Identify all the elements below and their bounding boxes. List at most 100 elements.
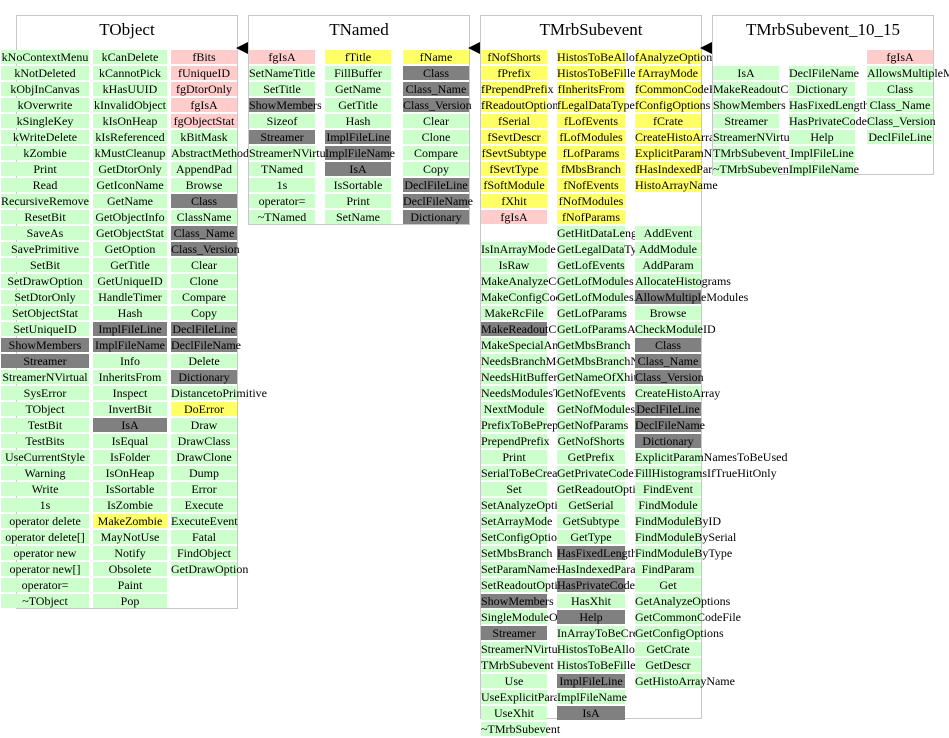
member-cell: GetLofEvents xyxy=(557,258,625,272)
member-cell: Error xyxy=(171,482,237,496)
member-cell: SetMbsBranch xyxy=(481,546,553,560)
member-cell: ~TObject xyxy=(1,594,89,608)
member-cell: Class_Name xyxy=(403,82,469,96)
member-cell: IsZombie xyxy=(93,498,167,512)
member-cell: Warning xyxy=(1,466,89,480)
member-cell: MayNotUse xyxy=(93,530,167,544)
member-cell xyxy=(635,194,701,208)
member-cell: SysError xyxy=(1,386,89,400)
member-cell: operator= xyxy=(1,578,89,592)
member-cell: FindModuleByID xyxy=(635,514,722,528)
member-cell: GetObjectStat xyxy=(93,226,167,240)
column: kCanDelete kCannotPick kHasUUID kInvalidObj… xyxy=(93,50,167,610)
member-cell: SetDrawOption xyxy=(1,274,89,288)
column: fName Class Class_Name Class_Version Clear Cl… xyxy=(403,50,473,226)
member-cell: Obsolete xyxy=(93,562,167,576)
column: fNofShorts fPrefix fPrependPrefix fReadoutO… xyxy=(481,50,623,738)
member-cell: Fatal xyxy=(171,530,237,544)
member-cell: Copy xyxy=(403,162,469,176)
member-cell: AllocateHistograms xyxy=(635,274,731,288)
member-cell: GetMbsBranchName xyxy=(557,354,659,368)
column: fgIsA SetNameTitle SetTitle ShowMembers Size… xyxy=(249,50,335,226)
member-cell: DeclFileName xyxy=(403,194,473,208)
member-cell: ImplFileLine xyxy=(93,322,167,336)
member-cell: GetAnalyzeOptions xyxy=(635,594,731,608)
member-cell: Compare xyxy=(171,290,237,304)
member-cell: GetSerial xyxy=(557,498,625,512)
member-cell: GetMbsBranch xyxy=(557,338,631,352)
member-cell xyxy=(635,210,701,224)
member-cell: fTitle xyxy=(325,50,391,64)
member-cell: AppendPad xyxy=(171,162,237,176)
member-cell: AllowsMultipleModules xyxy=(867,66,949,80)
member-cell: SetAnalyzeOptions xyxy=(481,498,575,512)
member-cell: fAnalyzeOptions xyxy=(635,50,717,64)
member-cell: Streamer xyxy=(249,130,315,144)
column: HistosToBeAllocated HistosToBeFilledIfTru… xyxy=(557,50,676,722)
member-cell: ImplFileLine xyxy=(789,146,855,160)
member-cell: fConfigOptions xyxy=(635,98,711,112)
member-cell: DistancetoPrimitive xyxy=(171,386,267,400)
member-cell: GetNofParams xyxy=(557,418,629,432)
member-cell: ClassName xyxy=(171,210,237,224)
member-cell: CreateHistoArray xyxy=(635,130,721,144)
member-cell: ShowMembers xyxy=(713,98,786,112)
member-cell: fNofShorts xyxy=(481,50,547,64)
member-cell: Print xyxy=(325,194,391,208)
member-cell: fgIsA xyxy=(867,50,933,64)
member-cell: ImplFileName xyxy=(325,146,395,160)
member-cell: MakeZombie xyxy=(93,514,167,528)
member-cell: fSevtDescr xyxy=(481,130,547,144)
member-cell: CreateHistoArray xyxy=(635,386,721,400)
member-cell: fCommonCodeFile xyxy=(635,82,728,96)
member-cell: DeclFileLine xyxy=(867,130,933,144)
member-cell: kWriteDelete xyxy=(1,130,89,144)
member-cell: IsA xyxy=(325,162,391,176)
member-cell: fMbsBranch xyxy=(557,162,625,176)
member-cell: HistoArrayName xyxy=(635,178,718,192)
member-cell: Help xyxy=(557,610,625,624)
member-cell: fHasIndexedParams xyxy=(635,162,732,176)
member-cell: GetName xyxy=(93,194,167,208)
member-cell: GetPrivateCodeFile xyxy=(557,466,653,480)
member-cell: Get xyxy=(635,578,701,592)
member-cell: TObject xyxy=(1,402,89,416)
member-cell: GetHistoArrayName xyxy=(635,674,735,688)
member-cell: AddModule xyxy=(635,242,701,256)
member-cell: IsA xyxy=(93,418,167,432)
member-cell: operator new[] xyxy=(1,562,89,576)
member-cell: TestBits xyxy=(1,434,89,448)
member-cell: Dump xyxy=(171,466,237,480)
member-cell: ~TMrbSubevent_10_15 xyxy=(713,162,829,176)
member-cell: PrefixToBePrepended xyxy=(481,418,587,432)
member-cell: GetIconName xyxy=(93,178,167,192)
member-cell: fgDtorOnly xyxy=(171,82,237,96)
class-box-tnamed: TNamed fgIsA SetNameTitle SetTitle ShowMemb… xyxy=(248,15,473,226)
member-cell: DeclFileName xyxy=(789,66,859,80)
member-cell: Class_Name xyxy=(867,98,933,112)
member-cell: Class_Version xyxy=(403,98,472,112)
member-cell: GetNofModules xyxy=(557,402,635,416)
member-cell: GetConfigOptions xyxy=(635,626,724,640)
member-cell: TNamed xyxy=(249,162,315,176)
member-cell: Print xyxy=(1,162,89,176)
member-cell: Info xyxy=(93,354,167,368)
member-cell: fLofEvents xyxy=(557,114,625,128)
class-title: TMrbSubevent xyxy=(539,20,643,39)
member-cell: InArrayToBeCreated xyxy=(557,626,659,640)
member-cell: Hash xyxy=(325,114,391,128)
member-cell: MakeRcFile xyxy=(481,306,547,320)
member-cell: HasFixedLengthFormat xyxy=(789,98,904,112)
member-cell: ExplicitParamNamesToBeUsed xyxy=(635,450,788,464)
member-cell: MakeConfigCode xyxy=(481,290,567,304)
member-cell: AddEvent xyxy=(635,226,701,240)
member-cell: kHasUUID xyxy=(93,82,167,96)
member-cell: operator= xyxy=(249,194,315,208)
member-cell: StreamerNVirtual xyxy=(249,146,335,160)
member-cell: Browse xyxy=(171,178,237,192)
member-cell: FindModuleByType xyxy=(635,546,733,560)
member-cell: GetTitle xyxy=(325,98,391,112)
member-cell: Set xyxy=(481,482,547,496)
member-cell: MakeReadoutCode xyxy=(481,322,574,336)
column: kNoContextMenu kNotDeleted kObjInCanvas kOv… xyxy=(1,50,89,610)
